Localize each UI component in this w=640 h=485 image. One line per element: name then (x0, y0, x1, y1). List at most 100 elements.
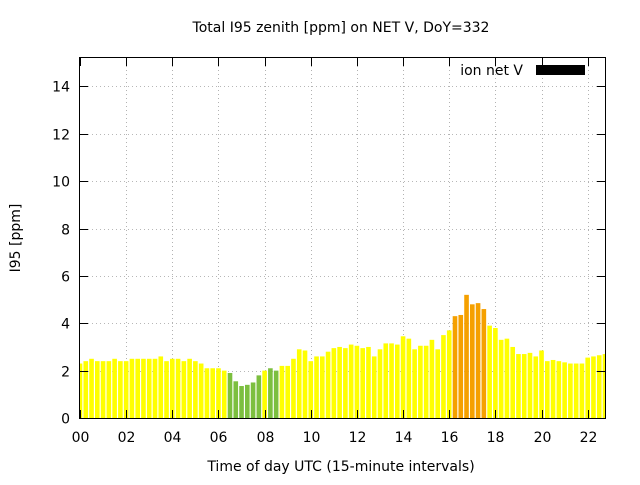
bar (95, 361, 100, 418)
bar (135, 358, 140, 418)
x-tick-label: 20 (534, 430, 552, 446)
bar (302, 350, 308, 418)
bar (435, 349, 440, 418)
bar (216, 368, 221, 418)
bar (533, 356, 539, 418)
bar (562, 362, 567, 418)
x-axis-label: Time of day UTC (15-minute intervals) (206, 459, 474, 475)
x-tick-label: 22 (580, 430, 598, 446)
bar (164, 361, 169, 418)
bar (146, 358, 152, 418)
x-tick-label: 16 (441, 430, 459, 446)
bar (596, 355, 602, 418)
x-tick-label: 06 (210, 430, 228, 446)
y-tick-label: 2 (61, 365, 70, 381)
bar (383, 343, 389, 418)
bar (279, 365, 285, 418)
bar (498, 339, 504, 418)
bar (348, 344, 354, 418)
bar (152, 358, 158, 418)
chart-title: Total I95 zenith [ppm] on NET V, DoY=332 (192, 20, 490, 36)
bar (285, 365, 290, 418)
bar (129, 358, 135, 418)
x-tick-label: 02 (118, 430, 136, 446)
bar (308, 361, 314, 418)
bar (268, 368, 273, 418)
bar (118, 361, 123, 418)
bar (337, 346, 342, 418)
bar (423, 345, 429, 418)
bar (245, 384, 250, 418)
legend-swatch (536, 65, 585, 75)
y-tick-label: 8 (61, 223, 70, 239)
y-tick-label: 10 (52, 175, 70, 191)
bar (412, 349, 417, 418)
bar (487, 325, 492, 418)
bar (158, 356, 164, 418)
bar (573, 363, 579, 418)
bar (291, 358, 296, 418)
bar (429, 339, 435, 418)
bar (568, 363, 573, 418)
bar (464, 294, 469, 418)
bar (187, 358, 192, 418)
plot-frame (79, 57, 606, 419)
bar (233, 381, 239, 418)
bar (550, 359, 556, 418)
x-tick-label: 12 (349, 430, 367, 446)
bar (539, 350, 544, 418)
bar (256, 375, 262, 418)
bar (441, 335, 446, 418)
bar (175, 358, 181, 418)
bar (458, 314, 464, 418)
bar (123, 361, 129, 418)
bar (314, 356, 319, 418)
bar (181, 361, 187, 418)
y-tick-label: 6 (61, 270, 70, 286)
bar (521, 354, 527, 418)
bar (89, 358, 94, 418)
bar (320, 356, 325, 418)
x-tick-label: 10 (303, 430, 321, 446)
bar (296, 349, 302, 418)
bar (210, 368, 215, 418)
bar (331, 348, 337, 418)
bar (418, 345, 423, 418)
bar (343, 348, 348, 418)
bar (80, 363, 83, 418)
y-axis-label: I95 [ppm] (8, 204, 24, 273)
bar (545, 361, 550, 418)
bar (400, 336, 406, 418)
y-tick-label: 0 (61, 412, 70, 428)
bar (239, 386, 244, 418)
bar (602, 354, 605, 418)
bar (470, 304, 475, 418)
bar (227, 373, 233, 418)
x-tick-label: 18 (487, 430, 505, 446)
bar (221, 370, 227, 418)
bar (262, 370, 267, 418)
bar (325, 351, 331, 418)
bar (83, 361, 89, 418)
y-tick-labels: 0 2 4 6 8 10 12 14 (52, 80, 70, 428)
bar (452, 316, 458, 418)
bar (193, 361, 198, 418)
bar (100, 361, 106, 418)
legend-label: ion net V (460, 63, 523, 79)
y-tick-label: 4 (61, 317, 70, 333)
bar (354, 345, 360, 418)
bars-group (80, 294, 605, 418)
y-tick-label: 12 (52, 128, 70, 144)
bar (481, 309, 487, 418)
bar (141, 358, 146, 418)
bar (106, 361, 112, 418)
bar (556, 361, 562, 418)
x-tick-labels: 00 02 04 06 08 10 12 14 16 18 20 22 (72, 430, 598, 446)
bar (516, 354, 521, 418)
axis-ticks (80, 58, 605, 419)
bar (273, 370, 279, 418)
bar (389, 343, 394, 418)
bar (366, 346, 371, 418)
